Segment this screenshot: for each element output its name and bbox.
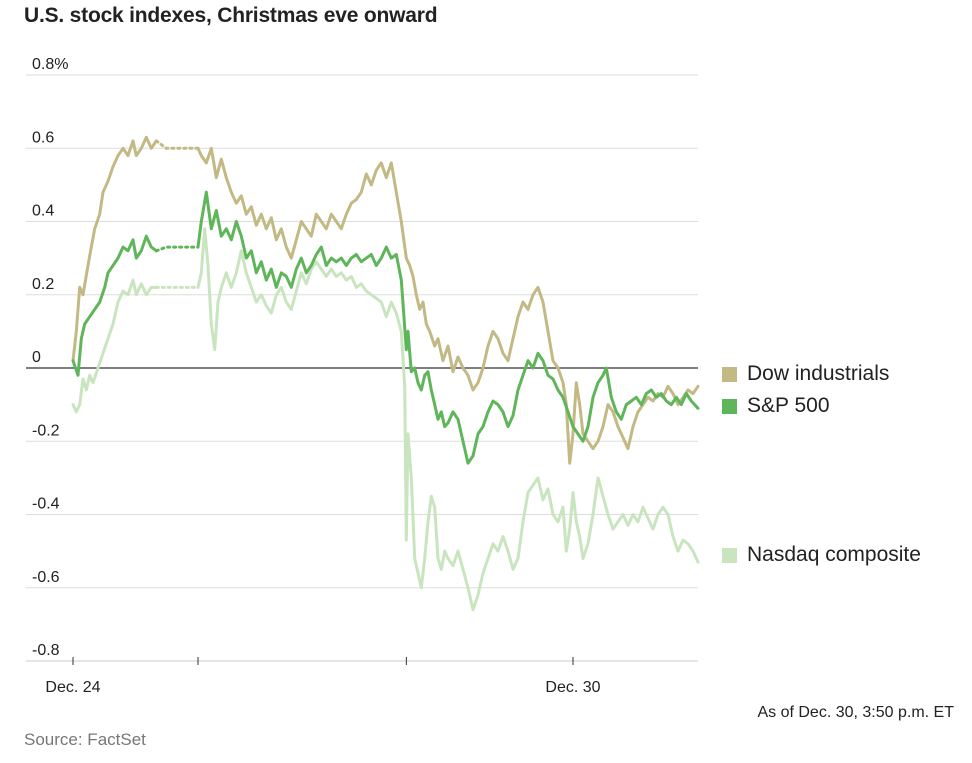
x-tick-label: Dec. 30	[545, 679, 600, 696]
y-axis-labels: 0.8% 0.6 0.4 0.2 0 -0.2 -0.4 -0.6 -0.8	[32, 56, 68, 659]
timestamp-note: As of Dec. 30, 3:50 p.m. ET	[757, 704, 954, 721]
legend-item-sp500: S&P 500	[722, 394, 830, 418]
nasdaq-line	[71, 278, 158, 414]
dow-line	[196, 146, 700, 465]
legend-item-nasdaq: Nasdaq composite	[722, 543, 921, 567]
dow-line-holiday-gap	[154, 139, 200, 150]
nasdaq-line	[196, 227, 700, 612]
y-tick-label: 0.6	[32, 129, 54, 146]
y-tick-label: -0.6	[32, 569, 60, 586]
legend-swatch-dow	[722, 366, 737, 382]
x-tick-label: Dec. 24	[45, 679, 100, 696]
dow-line	[71, 135, 158, 363]
sp500-line	[196, 190, 700, 465]
y-tick-label: -0.2	[32, 422, 60, 439]
legend-swatch-nasdaq	[722, 547, 737, 563]
legend-swatch-sp500	[722, 398, 737, 414]
y-tick-label: -0.4	[32, 496, 60, 513]
y-tick-label: -0.8	[32, 642, 60, 659]
x-axis: Dec. 24 Dec. 30	[26, 657, 698, 696]
y-tick-label: 0.8%	[32, 56, 68, 73]
sp500-line-holiday-gap	[154, 245, 200, 253]
legend-label-dow: Dow industrials	[747, 362, 890, 385]
series-lines	[71, 135, 700, 612]
legend-label-nasdaq: Nasdaq composite	[747, 543, 921, 566]
sp500-line	[71, 234, 158, 377]
y-tick-label: 0.4	[32, 203, 54, 220]
legend-label-sp500: S&P 500	[747, 394, 830, 417]
y-tick-label: 0.2	[32, 276, 54, 293]
legend-item-dow: Dow industrials	[722, 362, 889, 386]
y-tick-label: 0	[32, 349, 41, 366]
source-credit: Source: FactSet	[24, 730, 146, 749]
chart-title: U.S. stock indexes, Christmas eve onward	[24, 4, 438, 27]
